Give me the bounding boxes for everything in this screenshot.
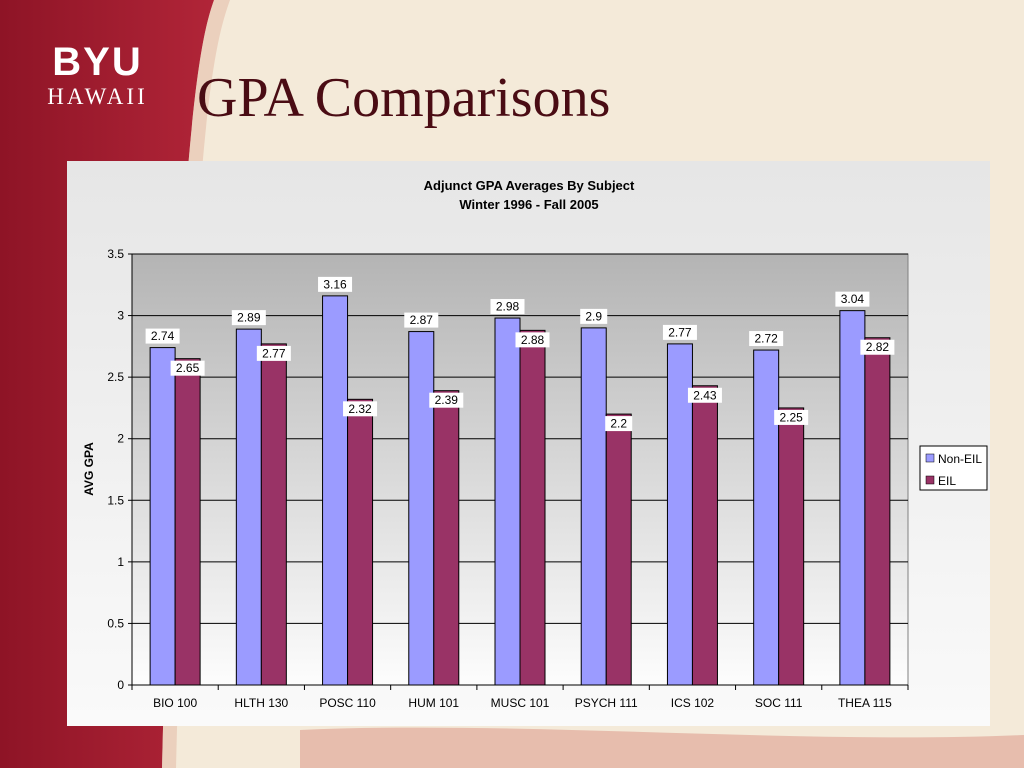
bar-eil [347, 398, 374, 686]
data-label-box [774, 409, 809, 425]
bar-non-eil [235, 328, 262, 686]
data-label-box [515, 332, 550, 348]
data-label: 2.77 [262, 346, 286, 360]
bar-eil [519, 329, 546, 686]
bar-non-eil [149, 347, 176, 686]
x-tick-label: MUSC 101 [491, 696, 550, 710]
slide-title: GPA Comparisons [197, 67, 611, 129]
y-axis-title: AVG GPA [82, 442, 96, 496]
bar-eil [605, 413, 632, 686]
chart-title: Adjunct GPA Averages By Subject [424, 178, 635, 193]
legend-label-eil: EIL [938, 474, 956, 488]
chart-subtitle: Winter 1996 - Fall 2005 [459, 197, 598, 212]
data-label: 2.74 [151, 329, 175, 343]
data-label: 2.72 [754, 332, 778, 346]
x-tick-label: BIO 100 [153, 696, 197, 710]
data-label-box [580, 308, 608, 324]
byu-hawaii-logo: BYU HAWAII [30, 40, 165, 110]
bar-non-eil [322, 295, 349, 686]
data-label: 2.39 [435, 393, 459, 407]
x-tick-label: SOC 111 [755, 696, 803, 710]
y-tick-label: 1 [117, 555, 124, 569]
bar-eil [260, 343, 287, 686]
y-tick-label: 3 [117, 309, 124, 323]
bar-eil [433, 390, 460, 686]
x-tick-label: PSYCH 111 [575, 696, 638, 710]
bar-non-eil [580, 327, 607, 686]
bar-non-eil [839, 310, 866, 686]
data-label-box [860, 339, 895, 355]
y-tick-label: 0.5 [107, 616, 124, 630]
x-tick-label: ICS 102 [671, 696, 715, 710]
data-label: 3.16 [323, 277, 347, 291]
data-label-box [490, 299, 525, 315]
data-label-box [231, 310, 266, 326]
data-label-box [835, 291, 870, 307]
bar-eil [691, 385, 718, 686]
data-label-box [404, 312, 439, 328]
y-tick-label: 0 [117, 678, 124, 692]
data-label-box [429, 392, 464, 408]
gpa-bar-chart: Adjunct GPA Averages By Subject Winter 1… [67, 161, 990, 726]
logo-hawaii-text: HAWAII [47, 84, 148, 109]
legend-label-non-eil: Non-EIL [938, 452, 982, 466]
data-label-box [662, 324, 697, 340]
x-tick-label: HLTH 130 [234, 696, 288, 710]
data-label-box [749, 331, 784, 347]
data-label: 2.9 [585, 309, 602, 323]
data-label-box [687, 387, 722, 403]
y-tick-label: 3.5 [107, 247, 124, 261]
data-label-box [145, 328, 180, 344]
data-label-box [256, 345, 291, 361]
bar-eil [864, 337, 891, 686]
x-tick-label: HUM 101 [408, 696, 459, 710]
data-label: 2.98 [496, 300, 520, 314]
legend: Non-EIL EIL [919, 445, 988, 491]
bar-eil [778, 407, 805, 686]
legend-swatch-eil [925, 475, 935, 485]
bar-non-eil [753, 349, 780, 686]
data-label: 2.25 [779, 410, 803, 424]
bar-non-eil [494, 317, 521, 686]
y-tick-label: 2.5 [107, 370, 124, 384]
data-label: 2.77 [668, 325, 692, 339]
data-label-box [605, 416, 633, 432]
logo-byu-text: BYU [52, 40, 143, 84]
y-tick-label: 2 [117, 432, 124, 446]
data-label: 2.89 [237, 311, 261, 325]
data-label: 2.65 [176, 361, 200, 375]
x-tick-label: POSC 110 [319, 696, 376, 710]
bar-non-eil [408, 331, 435, 686]
data-label-box [343, 401, 378, 417]
x-tick-label: THEA 115 [838, 696, 892, 710]
legend-swatch-non-eil [925, 453, 935, 463]
bar-eil [174, 358, 201, 686]
data-label: 2.88 [521, 333, 545, 347]
data-label: 2.43 [693, 388, 717, 402]
data-label: 2.2 [610, 417, 627, 431]
data-label-box [318, 276, 353, 292]
data-label-box [170, 360, 205, 376]
y-tick-label: 1.5 [107, 493, 124, 507]
data-label: 2.82 [866, 340, 890, 354]
data-label: 3.04 [841, 292, 865, 306]
data-label: 2.87 [410, 313, 434, 327]
data-label: 2.32 [348, 402, 372, 416]
